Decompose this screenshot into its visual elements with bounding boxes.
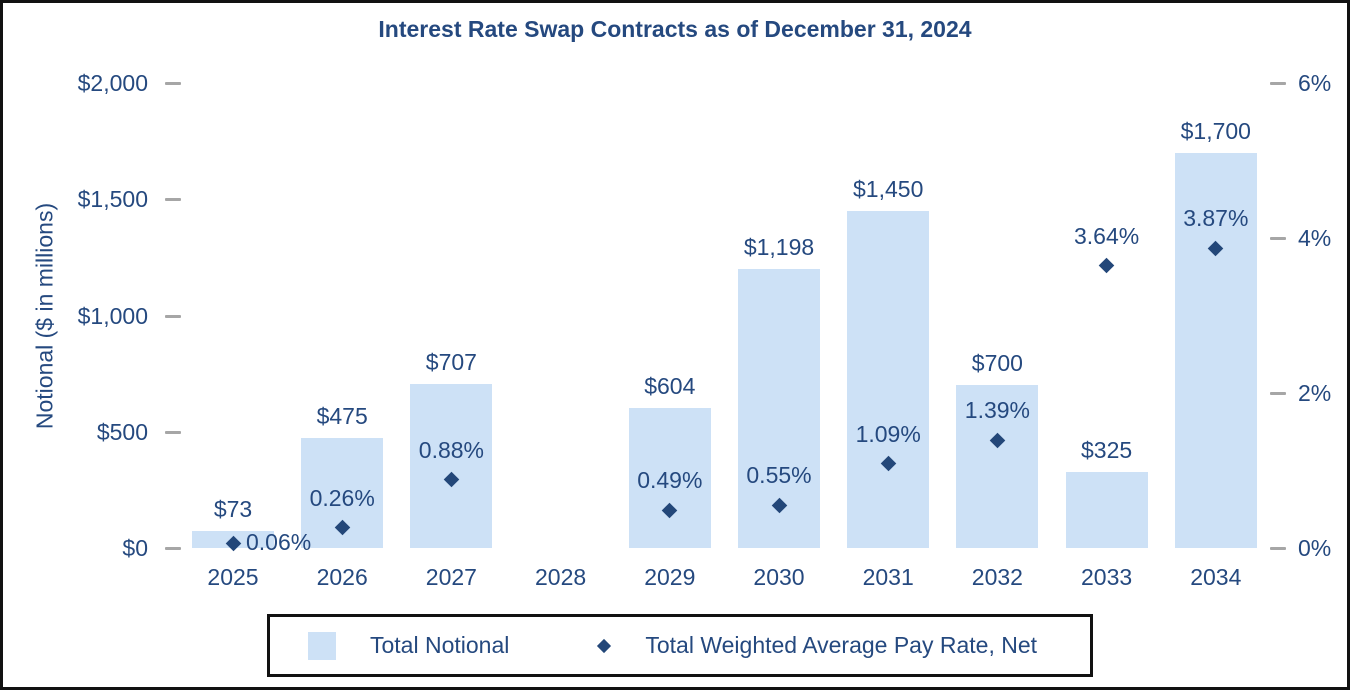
notional-bar — [628, 407, 711, 548]
left-axis-tick-label: $0 — [122, 535, 148, 561]
x-axis-label: 2033 — [1081, 564, 1133, 590]
pay-rate-label: 0.49% — [637, 467, 703, 494]
bar-value-label: $325 — [1081, 437, 1133, 464]
legend-diamond-icon — [597, 638, 612, 653]
bar-value-label: $1,450 — [853, 175, 924, 202]
x-axis-label: 2030 — [753, 564, 805, 590]
x-axis-label: 2026 — [316, 564, 368, 590]
notional-bar — [1065, 472, 1148, 548]
left-axis-tick — [165, 314, 181, 318]
pay-rate-label: 0.55% — [746, 462, 812, 489]
left-axis-tick — [165, 82, 181, 85]
bar-value-label: $73 — [213, 496, 253, 523]
right-axis-tick-label: 4% — [1298, 225, 1332, 251]
legend-label-total-notional: Total Notional — [370, 632, 510, 658]
x-axis-label: 2031 — [862, 564, 914, 590]
legend: Total Notional Total Weighted Average Pa… — [267, 614, 1093, 677]
x-axis-label: 2032 — [971, 564, 1023, 590]
right-axis-tick — [1270, 547, 1286, 550]
left-axis-tick — [165, 430, 181, 434]
left-axis-tick — [165, 198, 181, 202]
legend-bar-swatch-icon — [308, 631, 336, 660]
left-axis-tick-label: $1,500 — [77, 186, 148, 213]
notional-bar — [1174, 152, 1257, 548]
bar-value-label: $707 — [425, 348, 477, 375]
right-axis-tick — [1270, 392, 1286, 395]
notional-bar — [847, 210, 930, 548]
x-axis-label: 2025 — [207, 564, 259, 590]
x-axis-label: 2027 — [425, 564, 477, 590]
bar-value-label: $700 — [971, 350, 1023, 377]
bar-value-label: $604 — [644, 372, 696, 399]
diamond-marker-icon — [597, 638, 612, 653]
bar-value-label: $1,700 — [1180, 117, 1251, 144]
notional-bar — [410, 383, 493, 548]
notional-bar — [956, 385, 1039, 548]
right-axis-tick — [1270, 237, 1286, 240]
left-axis-tick-label: $1,000 — [77, 302, 148, 329]
chart-title: Interest Rate Swap Contracts as of Decem… — [378, 16, 972, 42]
x-axis-label: 2029 — [644, 564, 696, 590]
left-axis-tick-label: $500 — [96, 418, 148, 445]
pay-rate-label: 1.09% — [855, 420, 921, 447]
bar-value-label: $475 — [316, 402, 368, 429]
legend-label-pay-rate: Total Weighted Average Pay Rate, Net — [645, 632, 1038, 658]
right-axis-tick-label: 6% — [1298, 70, 1332, 96]
pay-rate-label: 3.64% — [1073, 222, 1140, 249]
right-axis-tick — [1270, 82, 1286, 85]
left-axis-tick — [165, 547, 181, 550]
right-axis-tick-label: 0% — [1298, 535, 1332, 561]
pay-rate-label: 0.06% — [246, 529, 312, 556]
pay-rate-label: 0.88% — [418, 436, 484, 463]
x-axis-label: 2028 — [535, 564, 587, 590]
pay-rate-marker — [1098, 258, 1115, 274]
right-axis-tick-label: 2% — [1298, 380, 1332, 406]
plot-area: $0 $500 $1,000 $1,500 $2,000 0% 2% 4% 6% 2025 2026… — [3, 3, 1347, 687]
pay-rate-label: 3.87% — [1183, 205, 1249, 232]
left-axis-tick-label: $2,000 — [77, 70, 148, 96]
pay-rate-label: 1.39% — [964, 397, 1030, 424]
x-axis-label: 2034 — [1190, 564, 1242, 590]
bar-value-label: $1,198 — [743, 234, 815, 261]
pay-rate-label: 0.26% — [309, 484, 375, 511]
